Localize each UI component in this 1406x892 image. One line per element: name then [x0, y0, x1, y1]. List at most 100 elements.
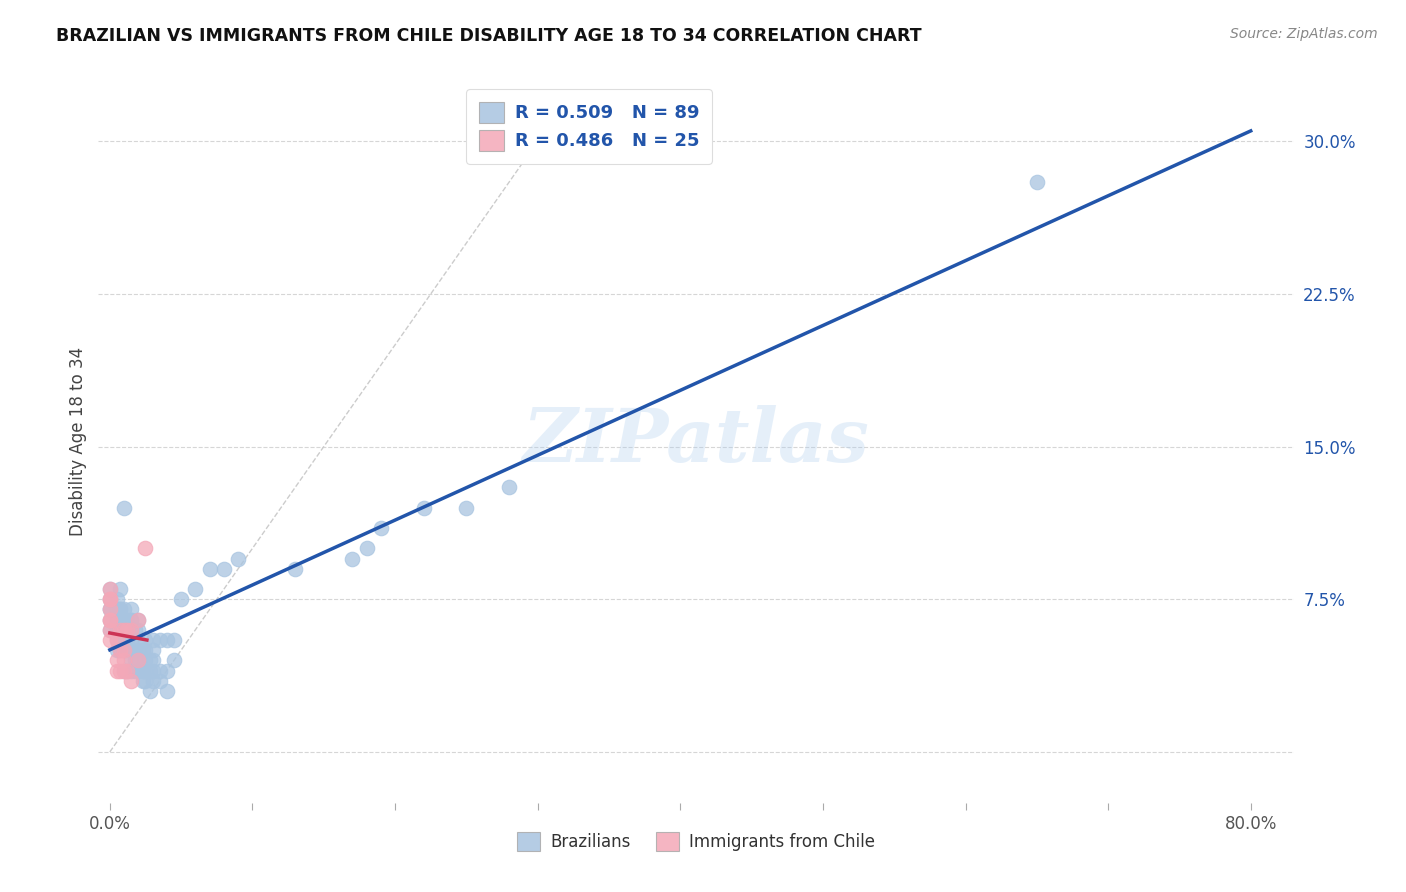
- Point: [131, 643, 153, 657]
- Point: [112, 643, 135, 657]
- Point: [98, 592, 121, 607]
- Point: [98, 613, 121, 627]
- Point: [120, 673, 142, 688]
- Point: [108, 632, 131, 647]
- Point: [120, 632, 142, 647]
- Point: [142, 653, 165, 667]
- Point: [105, 653, 128, 667]
- Point: [120, 613, 142, 627]
- Point: [142, 673, 165, 688]
- Point: [105, 613, 128, 627]
- Point: [131, 664, 153, 678]
- Legend: Brazilians, Immigrants from Chile: Brazilians, Immigrants from Chile: [509, 823, 883, 860]
- Point: [112, 653, 135, 667]
- Point: [112, 613, 135, 627]
- Point: [120, 623, 142, 637]
- Text: Source: ZipAtlas.com: Source: ZipAtlas.com: [1230, 27, 1378, 41]
- Point: [149, 673, 172, 688]
- Point: [105, 632, 128, 647]
- Point: [112, 602, 135, 616]
- Point: [198, 562, 221, 576]
- Point: [127, 664, 149, 678]
- Point: [108, 664, 131, 678]
- Point: [127, 653, 149, 667]
- Point: [412, 500, 434, 515]
- Point: [127, 632, 149, 647]
- Point: [108, 582, 131, 596]
- Point: [127, 623, 149, 637]
- Point: [98, 613, 121, 627]
- Point: [170, 592, 193, 607]
- Point: [127, 643, 149, 657]
- Point: [115, 664, 138, 678]
- Point: [112, 613, 135, 627]
- Point: [284, 562, 307, 576]
- Point: [149, 664, 172, 678]
- Point: [108, 602, 131, 616]
- Point: [108, 643, 131, 657]
- Point: [139, 653, 162, 667]
- Point: [142, 643, 165, 657]
- Point: [1025, 175, 1047, 189]
- Point: [134, 632, 156, 647]
- Point: [115, 632, 138, 647]
- Point: [115, 623, 138, 637]
- Point: [115, 664, 138, 678]
- Point: [134, 664, 156, 678]
- Point: [342, 551, 364, 566]
- Y-axis label: Disability Age 18 to 34: Disability Age 18 to 34: [69, 347, 87, 536]
- Point: [105, 623, 128, 637]
- Point: [142, 632, 165, 647]
- Point: [98, 602, 121, 616]
- Point: [163, 632, 186, 647]
- Point: [108, 643, 131, 657]
- Text: BRAZILIAN VS IMMIGRANTS FROM CHILE DISABILITY AGE 18 TO 34 CORRELATION CHART: BRAZILIAN VS IMMIGRANTS FROM CHILE DISAB…: [56, 27, 922, 45]
- Point: [127, 613, 149, 627]
- Point: [98, 582, 121, 596]
- Point: [184, 582, 207, 596]
- Point: [98, 623, 121, 637]
- Point: [498, 480, 520, 494]
- Point: [115, 623, 138, 637]
- Point: [112, 664, 135, 678]
- Point: [134, 643, 156, 657]
- Point: [163, 653, 186, 667]
- Point: [105, 613, 128, 627]
- Point: [124, 664, 146, 678]
- Point: [105, 664, 128, 678]
- Point: [131, 673, 153, 688]
- Point: [105, 592, 128, 607]
- Point: [156, 684, 179, 698]
- Point: [120, 643, 142, 657]
- Point: [124, 643, 146, 657]
- Point: [149, 632, 172, 647]
- Point: [134, 653, 156, 667]
- Point: [108, 623, 131, 637]
- Point: [98, 602, 121, 616]
- Point: [105, 632, 128, 647]
- Point: [226, 551, 249, 566]
- Point: [98, 602, 121, 616]
- Point: [115, 643, 138, 657]
- Point: [98, 582, 121, 596]
- Point: [112, 613, 135, 627]
- Point: [105, 623, 128, 637]
- Point: [134, 541, 156, 556]
- Point: [108, 602, 131, 616]
- Point: [127, 613, 149, 627]
- Point: [112, 664, 135, 678]
- Point: [115, 613, 138, 627]
- Point: [112, 643, 135, 657]
- Point: [108, 623, 131, 637]
- Text: ZIPatlas: ZIPatlas: [523, 405, 869, 478]
- Point: [156, 664, 179, 678]
- Point: [156, 632, 179, 647]
- Point: [120, 664, 142, 678]
- Point: [112, 500, 135, 515]
- Point: [98, 623, 121, 637]
- Point: [127, 653, 149, 667]
- Point: [139, 664, 162, 678]
- Point: [370, 521, 392, 535]
- Point: [124, 623, 146, 637]
- Point: [98, 632, 121, 647]
